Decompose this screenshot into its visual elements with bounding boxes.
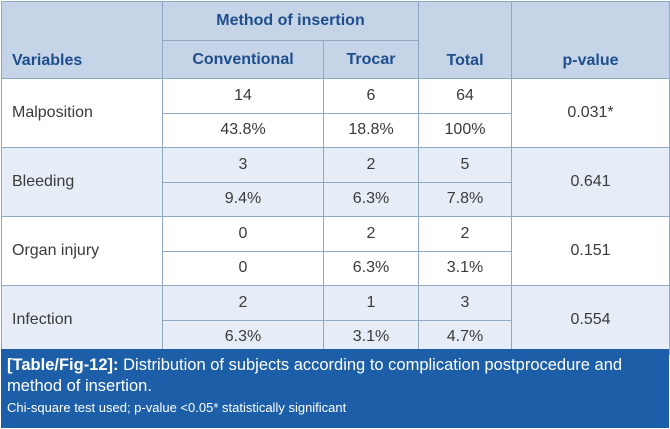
cell-pvalue: 0.641	[511, 147, 670, 217]
cell-count: 14	[162, 78, 324, 114]
figure-caption: [Table/Fig-12]: Distribution of subjects…	[1, 349, 669, 428]
cell-percent: 0	[162, 250, 324, 286]
cell-percent: 7.8%	[418, 181, 512, 217]
table-row: Infection 2 1 3 0.554	[1, 285, 670, 355]
cell-percent: 43.8%	[162, 112, 324, 148]
table-row: 43.8% 18.8% 100%	[2, 112, 670, 148]
cell-percent: 100%	[418, 112, 512, 148]
cell-pvalue: 0.151	[511, 216, 670, 286]
table-row: Malposition 14 6 64 0.031*	[1, 78, 670, 148]
caption-text: Distribution of subjects according to co…	[7, 356, 623, 395]
cell-count: 2	[162, 285, 324, 321]
cell-count: 5	[418, 147, 512, 183]
header-conventional: Conventional	[162, 40, 324, 79]
cell-count: 64	[418, 78, 512, 114]
cell-count: 0	[162, 216, 324, 252]
table-row: 9.4% 6.3% 7.8%	[2, 181, 670, 217]
cell-percent: 6.3%	[323, 250, 419, 286]
caption-note: Chi-square test used; p-value <0.05* sta…	[7, 400, 347, 415]
cell-percent: 18.8%	[323, 112, 419, 148]
row-variable: Malposition	[1, 78, 163, 148]
cell-count: 3	[162, 147, 324, 183]
cell-count: 3	[418, 285, 512, 321]
header-pvalue: p-value	[511, 1, 670, 79]
cell-count: 2	[323, 216, 419, 252]
row-variable: Bleeding	[1, 147, 163, 217]
cell-count: 6	[323, 78, 419, 114]
row-variable: Organ injury	[1, 216, 163, 286]
cell-count: 1	[323, 285, 419, 321]
header-variables: Variables	[1, 1, 163, 79]
row-variable: Infection	[1, 285, 163, 355]
header-trocar: Trocar	[323, 40, 419, 79]
cell-count: 2	[418, 216, 512, 252]
caption-title: [Table/Fig-12]: Distribution of subjects…	[7, 355, 663, 397]
header-method-of-insertion: Method of insertion	[162, 1, 419, 41]
cell-percent: 3.1%	[418, 250, 512, 286]
cell-pvalue: 0.554	[511, 285, 670, 355]
cell-percent: 9.4%	[162, 181, 324, 217]
header-total: Total	[418, 1, 512, 79]
caption-label: [Table/Fig-12]:	[7, 356, 119, 374]
table-row: Organ injury 0 2 2 0.151	[1, 216, 670, 286]
cell-pvalue: 0.031*	[511, 78, 670, 148]
table-row: Bleeding 3 2 5 0.641	[1, 147, 670, 217]
cell-count: 2	[323, 147, 419, 183]
results-table: Variables Method of insertion Total p-va…	[1, 1, 670, 355]
cell-percent: 6.3%	[323, 181, 419, 217]
